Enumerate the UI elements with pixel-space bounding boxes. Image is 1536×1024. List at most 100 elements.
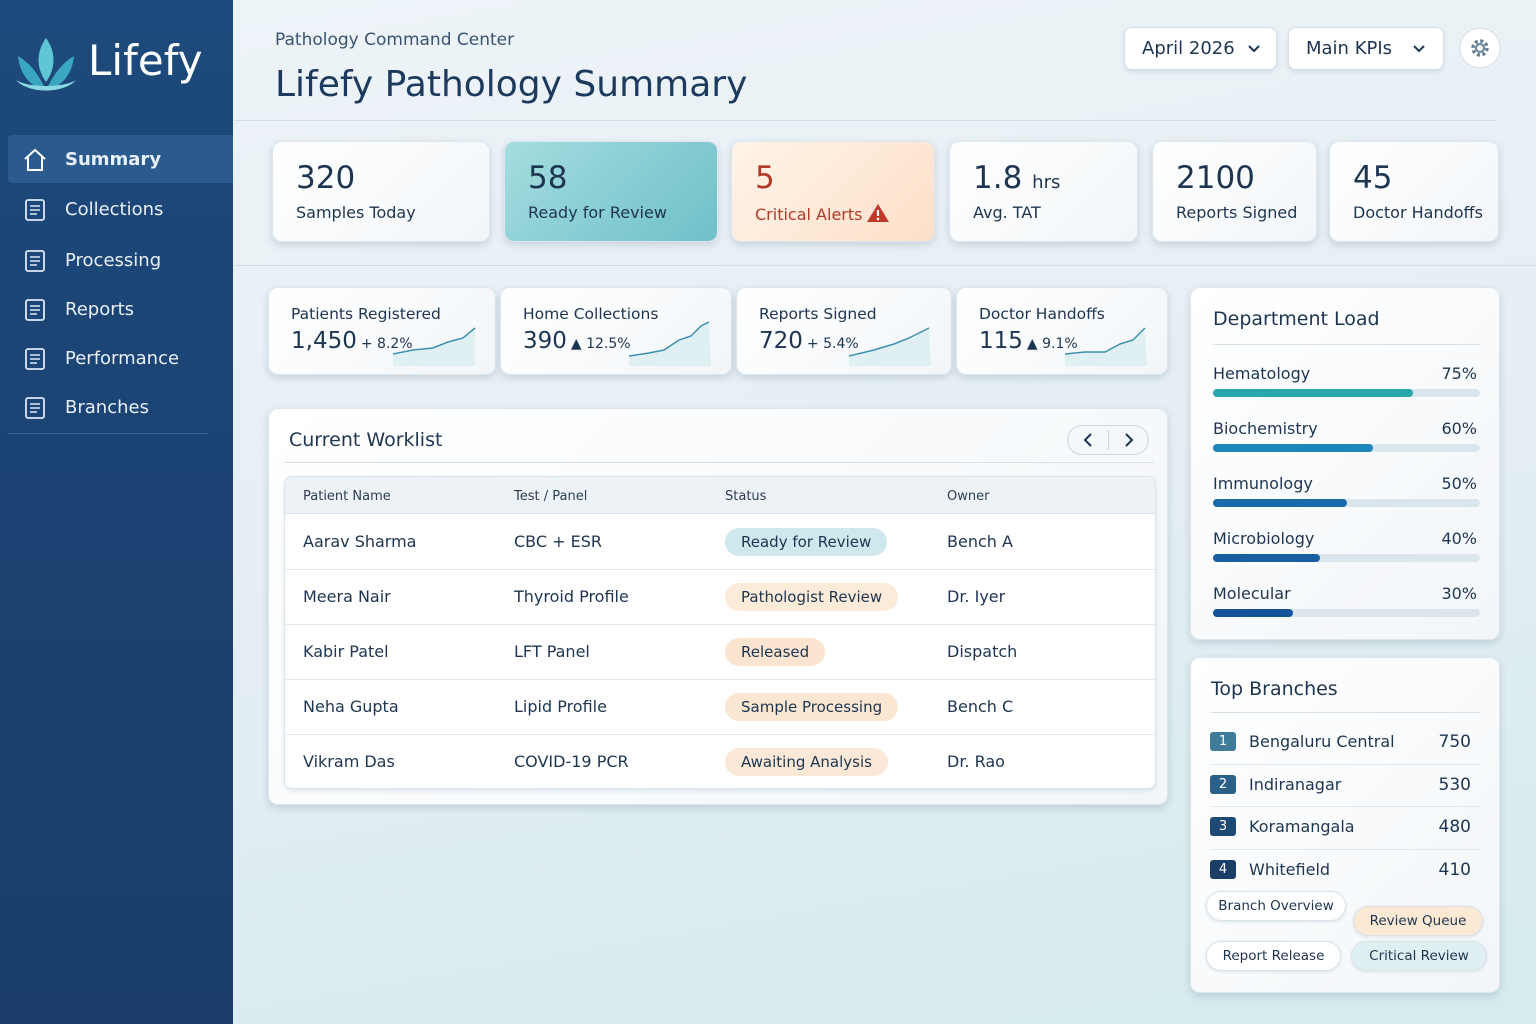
cell: Meera Nair xyxy=(303,587,391,606)
load-bar xyxy=(1213,444,1374,452)
month-label: April 2026 xyxy=(1142,38,1235,59)
status-pill: Ready for Review xyxy=(725,528,888,556)
kpi-label-text: Ready for Review xyxy=(528,203,667,222)
kpi-label: Reports Signed xyxy=(1176,203,1297,222)
trend-value: 720 + 5.4% xyxy=(759,328,859,354)
cell: Dr. Iyer xyxy=(947,587,1006,606)
kpi-number: 320 xyxy=(296,160,356,196)
divider xyxy=(8,433,208,434)
worklist-title: Current Worklist xyxy=(289,429,443,451)
nav-item[interactable]: Collections xyxy=(8,185,233,233)
department-title: Department Load xyxy=(1213,308,1380,330)
sparkline xyxy=(393,327,476,366)
branch-value: 480 xyxy=(1438,817,1471,837)
top-branches-panel: Top Branches 1 Bengaluru Central 750 2 Indir… xyxy=(1190,657,1500,993)
subtitle: Pathology Command Center xyxy=(275,30,515,50)
nav-icon xyxy=(25,199,45,221)
trend-change: + 5.4% xyxy=(806,336,859,352)
cell: Lipid Profile xyxy=(514,697,607,716)
branch-name: Indiranagar xyxy=(1249,774,1342,794)
department-percent: 30% xyxy=(1441,584,1477,603)
nav-item[interactable]: Processing xyxy=(8,236,233,284)
nav-label: Processing xyxy=(65,249,162,271)
load-bar xyxy=(1213,609,1294,617)
cell: Thyroid Profile xyxy=(514,587,629,606)
next-button[interactable] xyxy=(1109,426,1149,454)
department-name: Biochemistry xyxy=(1213,419,1318,438)
load-track xyxy=(1213,554,1480,562)
sparkline xyxy=(1065,327,1147,366)
settings-button[interactable] xyxy=(1459,27,1501,69)
trend-label: Doctor Handoffs xyxy=(979,305,1105,323)
nav-icon xyxy=(25,348,45,370)
divider xyxy=(234,265,1536,266)
trend-number: 115 xyxy=(979,328,1023,354)
nav-icon xyxy=(24,148,46,171)
kpi-value: 5 xyxy=(755,160,775,196)
kpi-card: 2100 Reports Signed xyxy=(1152,141,1317,242)
kpi-number: 1.8 xyxy=(973,160,1023,196)
chevron xyxy=(1248,45,1260,53)
kpi-label: Avg. TAT xyxy=(973,203,1041,222)
load-bar xyxy=(1213,389,1414,397)
kpi-card: 45 Doctor Handoffs xyxy=(1329,141,1499,242)
status-pill: Awaiting Analysis xyxy=(725,748,888,776)
trend-number: 1,450 xyxy=(291,328,357,354)
action-button[interactable]: Report Release xyxy=(1206,941,1341,971)
pager xyxy=(1067,425,1149,455)
department-percent: 40% xyxy=(1441,529,1477,548)
nav-label: Summary xyxy=(65,148,162,170)
rank-badge: 4 xyxy=(1210,859,1236,879)
nav-item[interactable]: Branches xyxy=(8,383,233,431)
sidebar: Lifefy Summary Collections Processing Repor… xyxy=(0,0,233,1024)
column-header: Owner xyxy=(947,489,990,504)
logo-icon xyxy=(16,38,76,91)
row-divider xyxy=(285,679,1155,680)
kpi-label: Samples Today xyxy=(296,203,416,222)
month-select[interactable]: April 2026 xyxy=(1124,27,1277,70)
load-track xyxy=(1213,499,1480,507)
view-label: Main KPIs xyxy=(1306,38,1393,59)
cell: CBC + ESR xyxy=(514,532,602,551)
trend-change: ▲ 12.5% xyxy=(570,336,631,352)
row-divider xyxy=(1211,848,1480,850)
kpi-card: 5 Critical Alerts xyxy=(731,141,935,242)
nav-item[interactable]: Summary xyxy=(8,135,233,183)
trend-number: 720 xyxy=(759,328,803,354)
cell: COVID-19 PCR xyxy=(514,752,629,771)
kpi-label: Ready for Review xyxy=(528,203,667,222)
rank-badge: 3 xyxy=(1210,817,1236,836)
trend-label: Home Collections xyxy=(523,305,659,323)
department-name: Molecular xyxy=(1213,584,1291,603)
trend-change: + 8.2% xyxy=(360,336,413,352)
kpi-number: 2100 xyxy=(1176,160,1255,196)
kpi-value: 320 xyxy=(296,160,355,196)
nav-icon xyxy=(25,250,45,272)
action-button[interactable]: Critical Review xyxy=(1351,941,1487,971)
load-track xyxy=(1213,444,1480,452)
action-button[interactable]: Review Queue xyxy=(1353,906,1483,936)
kpi-label-text: Doctor Handoffs xyxy=(1353,203,1483,222)
kpi-label-text: Avg. TAT xyxy=(973,203,1041,222)
department-load-panel: Department Load Hematology 75% Biochemistr… xyxy=(1190,287,1500,640)
cell: Bench A xyxy=(947,532,1013,551)
divider xyxy=(234,120,1496,121)
action-button[interactable]: Branch Overview xyxy=(1206,891,1346,921)
department-name: Microbiology xyxy=(1213,529,1315,548)
worklist-table: Patient Name Test / Panel Status Owner Aarav… xyxy=(284,476,1156,789)
kpi-number: 45 xyxy=(1353,160,1393,196)
prev-button[interactable] xyxy=(1068,426,1108,454)
branch-name: Bengaluru Central xyxy=(1249,732,1395,751)
row-divider xyxy=(1211,806,1480,807)
kpi-label-text: Samples Today xyxy=(296,203,416,222)
page-title: Lifefy Pathology Summary xyxy=(275,64,748,105)
nav-item[interactable]: Performance xyxy=(8,334,233,382)
trend-card: Reports Signed 720 + 5.4% xyxy=(736,287,952,375)
branch-name: Whitefield xyxy=(1249,859,1331,879)
kpi-card: 1.8 hrs Avg. TAT xyxy=(949,141,1138,242)
nav-item[interactable]: Reports xyxy=(8,285,233,333)
view-select[interactable]: Main KPIs xyxy=(1288,27,1444,70)
kpi-card: 320 Samples Today xyxy=(272,141,490,242)
kpi-value: 45 xyxy=(1353,160,1392,196)
